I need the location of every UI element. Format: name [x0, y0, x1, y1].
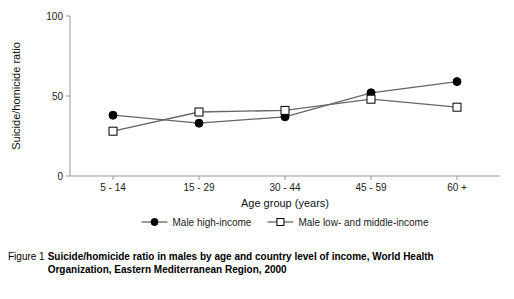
x-tick [457, 176, 458, 180]
caption: Suicide/homicide ratio in males by age a… [48, 251, 434, 275]
x-tick-label: 5 - 14 [100, 182, 126, 193]
point [195, 119, 203, 127]
caption-line: Suicide/homicide ratio in males by age a… [48, 251, 434, 262]
legend-swatch-marker [277, 219, 284, 226]
caption-prefix: Figure 1 [8, 251, 45, 262]
legend-swatch-marker [151, 219, 158, 226]
y-axis-label: Suicide/homicide ratio [10, 42, 22, 150]
point [367, 95, 375, 103]
y-tick [66, 176, 70, 177]
x-tick-label: 30 - 44 [269, 182, 301, 193]
point [281, 106, 289, 114]
point [109, 127, 117, 135]
y-tick-label: 100 [46, 11, 63, 22]
series-line [113, 99, 457, 131]
y-tick-label: 0 [57, 171, 63, 182]
legend: Male high-income Male low- and middle-inc… [142, 217, 429, 228]
point [453, 103, 461, 111]
point [109, 111, 117, 119]
y-tick-label: 50 [52, 91, 64, 102]
legend-item: Male high-income [142, 217, 252, 228]
x-tick-label: 15 - 29 [183, 182, 215, 193]
x-tick [113, 176, 114, 180]
legend-item: Male low- and middle-income [267, 217, 428, 228]
x-tick [371, 176, 372, 180]
legend-label: Male high-income [173, 217, 252, 228]
point [453, 78, 461, 86]
plot-area [109, 78, 461, 136]
y-tick [66, 96, 70, 97]
point [195, 108, 203, 116]
x-tick-label: 60 + [447, 182, 467, 193]
x-tick-label: 45 - 59 [355, 182, 387, 193]
x-tick [285, 176, 286, 180]
caption-line: Organization, Eastern Mediterranean Regi… [48, 264, 287, 275]
x-tick [199, 176, 200, 180]
y-tick [66, 16, 70, 17]
legend-label: Male low- and middle-income [298, 217, 428, 228]
chart: 0 50 100 5 - 14 15 - 29 30 - 44 45 - 59 60 + Age… [0, 0, 514, 299]
x-axis-label: Age group (years) [241, 197, 329, 209]
